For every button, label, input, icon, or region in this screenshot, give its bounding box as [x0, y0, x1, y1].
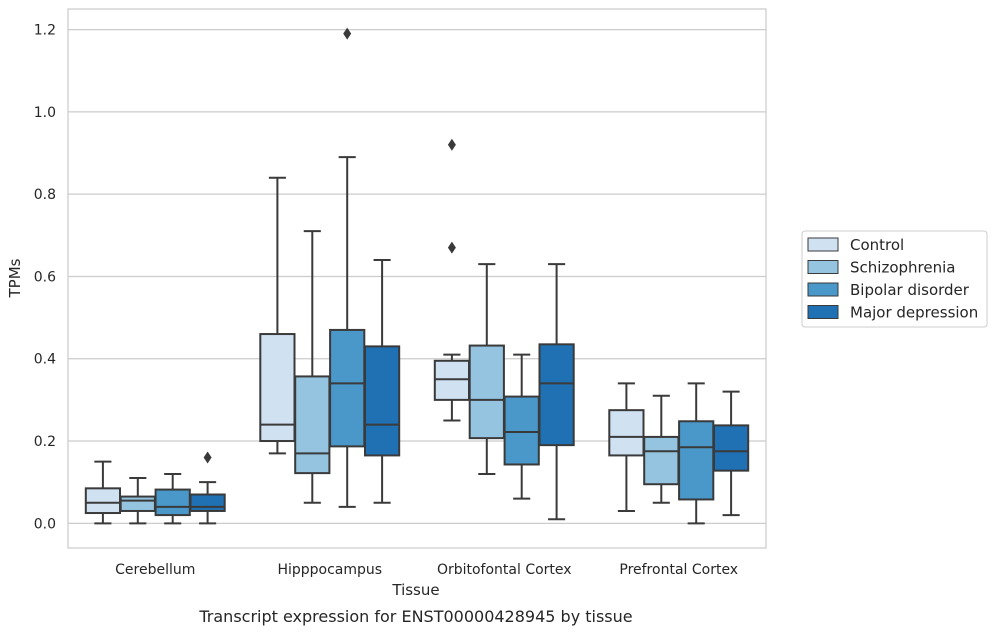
box: [84, 487, 122, 515]
box: [363, 345, 401, 457]
legend-label: Major depression: [850, 304, 978, 322]
box-group: [503, 353, 540, 500]
outlier-point: [447, 138, 456, 151]
legend-label: Schizophrenia: [850, 259, 955, 277]
y-tick-label: 0.0: [34, 516, 56, 532]
legend-swatch: [807, 305, 839, 319]
box: [154, 488, 191, 517]
box: [643, 435, 680, 486]
box-group: [678, 382, 715, 525]
box-group: [608, 382, 645, 512]
box-group: [119, 477, 156, 525]
x-axis-title: Tissue: [391, 581, 439, 599]
box: [712, 424, 750, 472]
box: [259, 333, 296, 443]
y-tick-label: 0.8: [34, 187, 56, 203]
box-group: [468, 263, 505, 475]
y-tick-label: 1.2: [34, 23, 56, 39]
x-tick-label: Hipppocampus: [277, 562, 382, 578]
box: [119, 495, 156, 512]
plot-frame: [67, 8, 767, 549]
box-group: [712, 390, 750, 517]
y-ticks: 0.0 0.2 0.4 0.6 0.8 1.0 1.2: [34, 23, 56, 533]
y-tick-label: 0.2: [34, 434, 56, 450]
box: [503, 395, 540, 466]
legend-label: Control: [850, 236, 904, 254]
x-tick-label: Prefrontal Cortex: [619, 562, 738, 578]
chart-caption: Transcript expression for ENST0000042894…: [198, 607, 632, 626]
y-tick-label: 0.6: [34, 269, 56, 285]
box-group: [538, 263, 575, 521]
box: [294, 375, 331, 475]
x-ticks: Cerebellum Hipppocampus Orbitofontal Corte…: [115, 562, 738, 578]
boxes: [84, 27, 750, 525]
box: [329, 328, 366, 448]
x-tick-label: Orbitofontal Cortex: [437, 562, 572, 578]
box: [433, 359, 471, 401]
outlier-point: [447, 241, 456, 254]
box-group: [84, 460, 122, 525]
box-group: [433, 138, 471, 422]
outlier-point: [343, 27, 352, 40]
box-group: [329, 27, 366, 508]
box-group: [294, 230, 331, 504]
y-tick-label: 0.4: [34, 352, 56, 368]
box-group: [259, 176, 296, 455]
legend-swatch: [807, 260, 839, 274]
legend-swatch: [807, 237, 839, 252]
x-tick-label: Cerebellum: [115, 562, 195, 578]
legend-frame: [801, 230, 988, 328]
box: [468, 344, 505, 440]
box-group: [363, 258, 401, 504]
box: [608, 409, 645, 457]
outlier-point: [203, 451, 212, 464]
y-tick-label: 1.0: [34, 105, 56, 121]
legend-label: Bipolar disorder: [850, 281, 970, 299]
legend: Control Schizophrenia Bipolar disorder Majo…: [801, 230, 988, 328]
box: [189, 493, 226, 512]
gridlines: [68, 28, 766, 524]
legend-swatch: [807, 282, 839, 297]
box-group: [189, 451, 226, 525]
box-group: [643, 394, 680, 504]
box: [678, 420, 715, 501]
box-group: [154, 472, 191, 525]
y-axis-title: TPMs: [6, 258, 24, 298]
box: [538, 343, 575, 447]
